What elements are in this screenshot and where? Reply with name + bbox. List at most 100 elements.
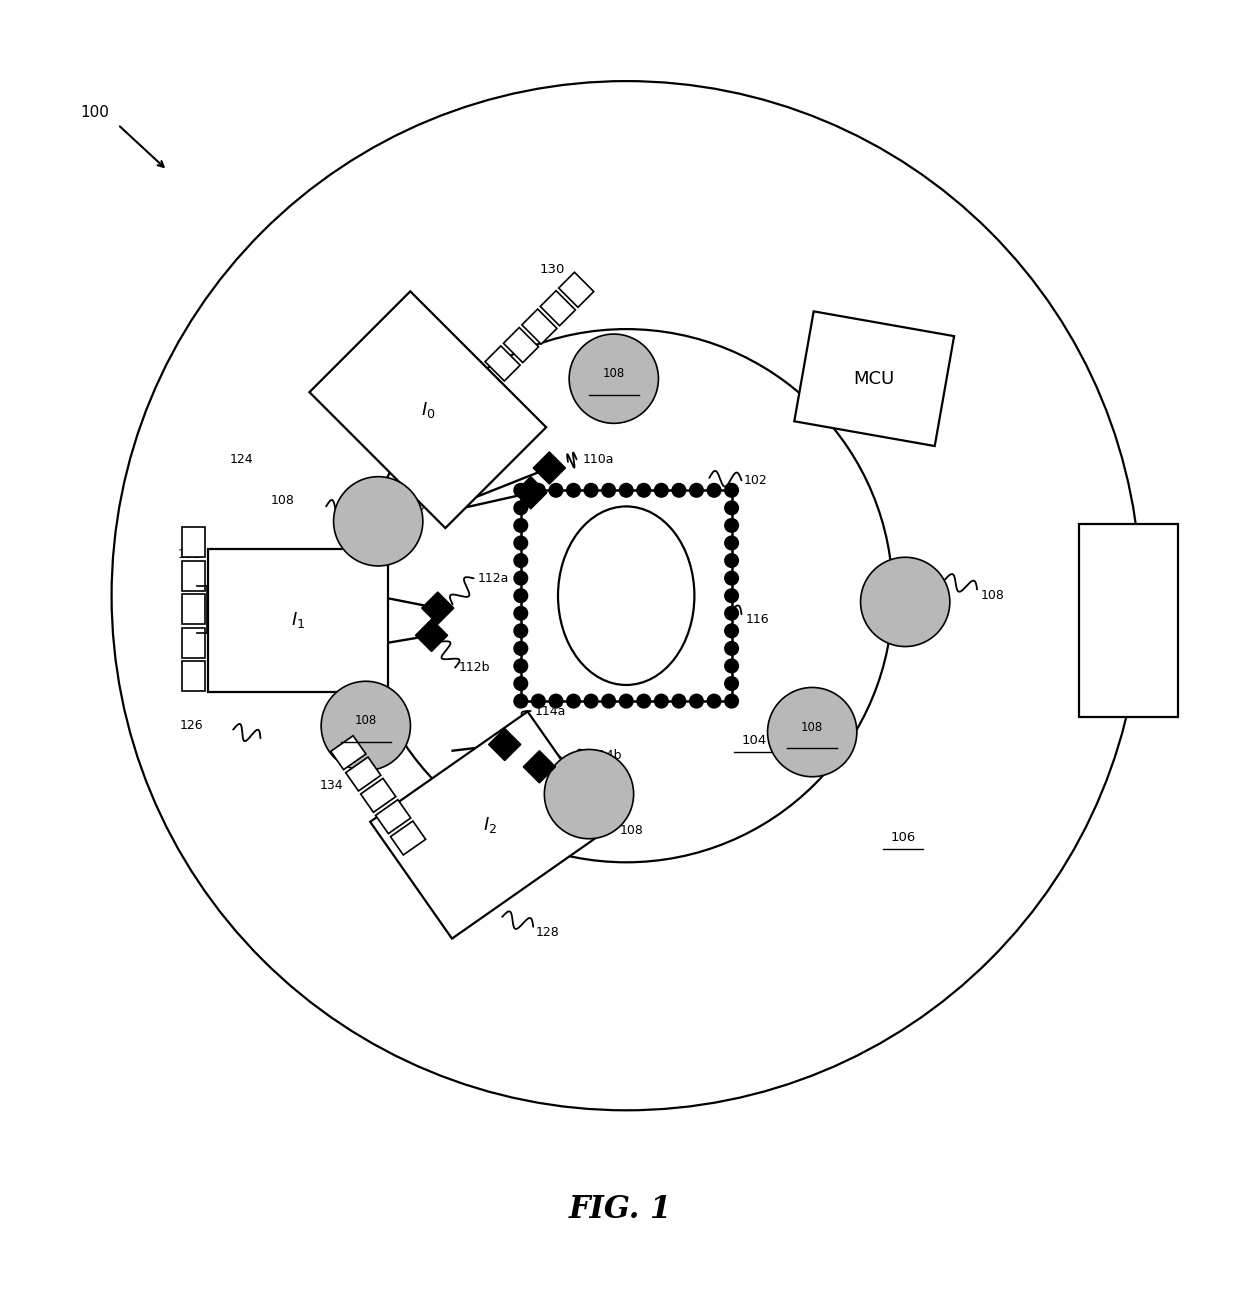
Circle shape [620, 483, 634, 498]
Polygon shape [485, 345, 520, 380]
Text: 106: 106 [890, 831, 915, 844]
Text: 116: 116 [745, 612, 769, 625]
Polygon shape [391, 821, 425, 855]
Circle shape [513, 606, 528, 620]
Text: 108: 108 [603, 367, 625, 380]
Circle shape [513, 571, 528, 585]
Circle shape [549, 483, 563, 498]
Text: 126: 126 [180, 719, 203, 732]
Circle shape [724, 589, 739, 602]
Text: 102: 102 [744, 474, 768, 487]
Circle shape [672, 483, 686, 498]
Text: 108: 108 [620, 823, 644, 837]
Circle shape [513, 659, 528, 672]
Circle shape [513, 554, 528, 567]
Text: 114a: 114a [534, 705, 565, 718]
Text: $I_2$: $I_2$ [482, 816, 497, 835]
Text: 124: 124 [229, 453, 253, 465]
Text: 120: 120 [1116, 652, 1140, 665]
Circle shape [655, 694, 668, 708]
Polygon shape [376, 800, 410, 834]
Text: FIG. 1: FIG. 1 [568, 1194, 672, 1225]
Polygon shape [415, 619, 448, 652]
Polygon shape [361, 778, 396, 812]
Text: $I_0$: $I_0$ [420, 400, 435, 420]
Circle shape [584, 694, 598, 708]
Polygon shape [182, 562, 205, 590]
Polygon shape [422, 592, 454, 624]
Text: 134: 134 [320, 779, 343, 792]
Circle shape [861, 558, 950, 646]
Text: 114b: 114b [590, 749, 621, 762]
Circle shape [513, 483, 528, 498]
Circle shape [513, 536, 528, 550]
Circle shape [513, 589, 528, 602]
Circle shape [513, 641, 528, 655]
Circle shape [724, 519, 739, 532]
Polygon shape [559, 272, 594, 308]
Text: 108: 108 [270, 494, 294, 507]
Circle shape [672, 694, 686, 708]
Circle shape [532, 694, 546, 708]
Circle shape [724, 694, 739, 708]
Circle shape [724, 659, 739, 672]
Polygon shape [346, 757, 381, 791]
Polygon shape [522, 309, 557, 344]
Polygon shape [541, 291, 575, 326]
Circle shape [655, 483, 668, 498]
Circle shape [768, 688, 857, 777]
Polygon shape [533, 452, 565, 485]
Circle shape [513, 502, 528, 515]
Circle shape [549, 694, 563, 708]
Polygon shape [182, 594, 205, 624]
Circle shape [601, 694, 615, 708]
Circle shape [567, 483, 580, 498]
Text: 132: 132 [177, 549, 201, 562]
Circle shape [724, 483, 739, 498]
Polygon shape [182, 628, 205, 658]
Circle shape [513, 676, 528, 691]
Text: 108: 108 [801, 721, 823, 734]
Text: 112a: 112a [477, 572, 508, 585]
Text: 130: 130 [539, 263, 564, 276]
Polygon shape [515, 477, 547, 509]
Circle shape [513, 519, 528, 532]
Text: 108: 108 [981, 589, 1004, 602]
Text: 108: 108 [355, 714, 377, 727]
Circle shape [724, 676, 739, 691]
Text: 128: 128 [536, 926, 559, 939]
Polygon shape [523, 751, 556, 783]
Circle shape [724, 554, 739, 567]
Polygon shape [503, 327, 538, 362]
Text: 110a: 110a [583, 453, 614, 465]
Circle shape [689, 694, 703, 708]
Circle shape [707, 694, 720, 708]
Circle shape [724, 502, 739, 515]
Circle shape [334, 477, 423, 566]
Circle shape [707, 483, 720, 498]
Circle shape [532, 483, 546, 498]
Polygon shape [182, 662, 205, 691]
Circle shape [569, 334, 658, 423]
Polygon shape [795, 311, 954, 446]
Polygon shape [207, 549, 387, 692]
Text: $I_1$: $I_1$ [290, 611, 305, 631]
Polygon shape [310, 292, 546, 528]
Polygon shape [331, 736, 366, 770]
Circle shape [724, 606, 739, 620]
Polygon shape [182, 528, 205, 558]
Circle shape [544, 749, 634, 839]
Circle shape [513, 694, 528, 708]
Circle shape [584, 483, 598, 498]
Text: 100: 100 [81, 104, 109, 120]
Text: 104: 104 [742, 735, 766, 748]
Polygon shape [1079, 524, 1178, 717]
Circle shape [724, 641, 739, 655]
Text: 110b: 110b [393, 500, 425, 513]
Text: MCU: MCU [853, 370, 895, 388]
Circle shape [601, 483, 615, 498]
Circle shape [567, 694, 580, 708]
Circle shape [724, 624, 739, 637]
Polygon shape [371, 711, 609, 938]
Text: 112b: 112b [459, 661, 490, 674]
